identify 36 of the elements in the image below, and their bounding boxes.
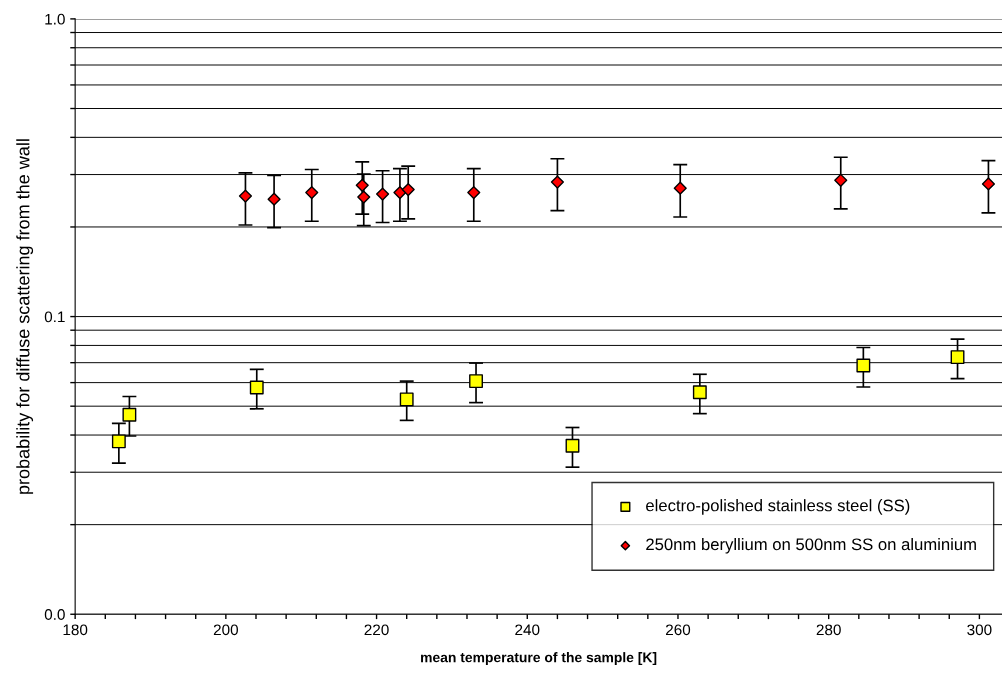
point	[355, 178, 369, 192]
point	[122, 407, 137, 422]
point	[565, 438, 580, 453]
point	[376, 187, 390, 201]
point	[856, 358, 871, 373]
y-tick-label: 0.1	[44, 311, 65, 323]
point	[267, 192, 281, 206]
point	[467, 185, 481, 200]
legend-label: 250nm beryllium on 500nm SS on aluminium	[646, 537, 976, 554]
point	[238, 189, 253, 203]
point	[981, 177, 996, 191]
y-tick-label: 0.0	[44, 609, 65, 620]
x-tick-label: 300	[967, 624, 992, 636]
x-tick-label: 200	[213, 624, 239, 636]
point	[399, 392, 414, 407]
legend-label: electro-polished stainless steel (SS)	[646, 499, 910, 515]
y-axis-title: probability for diffuse scattering from the wall	[16, 139, 34, 494]
point	[305, 185, 319, 200]
point	[111, 434, 126, 449]
point	[249, 380, 264, 395]
x-tick-label: 240	[515, 624, 540, 636]
point	[357, 190, 371, 204]
point	[692, 385, 707, 400]
point	[401, 183, 415, 197]
x-axis-title: mean temperature of the sample [K]	[421, 652, 657, 666]
x-tick-label: 280	[816, 624, 841, 636]
point	[950, 350, 965, 365]
point	[393, 185, 407, 200]
y-tick-label: 1.0	[45, 13, 65, 25]
point	[469, 374, 483, 389]
point	[550, 175, 565, 189]
point	[673, 181, 687, 195]
x-tick-label: 180	[63, 624, 88, 636]
point	[834, 173, 848, 187]
x-tick-label: 260	[666, 624, 691, 636]
x-tick-label: 220	[364, 624, 389, 636]
